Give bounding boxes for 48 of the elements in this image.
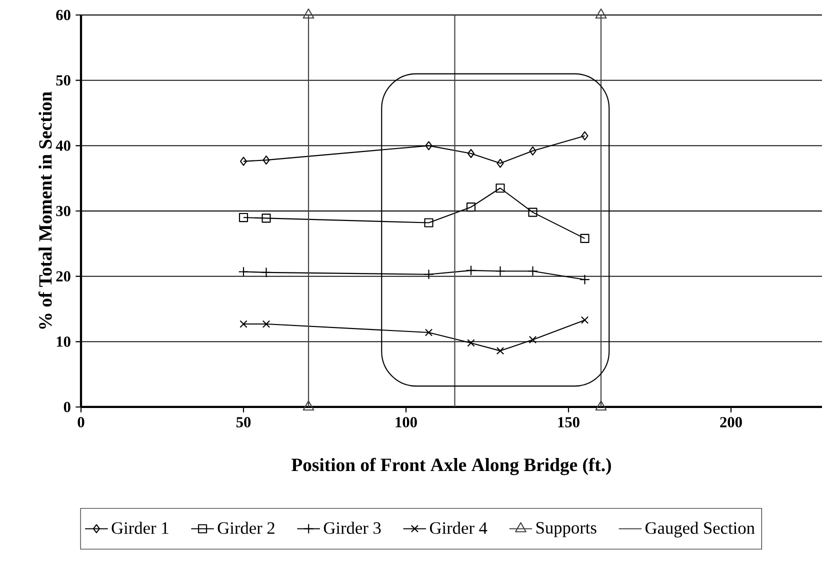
point [528,208,538,217]
point [495,266,506,276]
point [580,316,589,324]
point [261,267,272,278]
point [528,266,538,276]
point [581,131,588,140]
y-tick-label: 10 [56,336,70,347]
point [496,184,505,193]
point [424,218,434,228]
point [466,202,476,212]
legend-label: Girder 2 [218,522,274,534]
x-tick-label: 50 [236,417,251,428]
y-tick-label: 50 [56,75,70,86]
x-axis-title: Position of Front Axle Along Bridge (ft.) [292,458,611,476]
legend-label: Girder 1 [112,522,168,534]
x-tick-label: 150 [558,417,580,428]
x-tick-label: 100 [396,417,417,428]
point [466,265,476,276]
point [262,156,270,165]
point [240,156,248,166]
point [424,328,433,336]
y-tick-label: 0 [64,402,70,412]
point [425,141,432,150]
x-tick-label: 0 [78,417,84,428]
y-tick-label: 60 [56,10,70,20]
y-tick-label: 40 [56,140,70,151]
point [238,212,248,222]
point [496,346,504,355]
y-tick-label: 30 [56,206,70,216]
point [496,158,504,168]
x-tick-label: 200 [720,417,742,428]
point [580,234,590,243]
point [467,148,475,158]
legend-label: Girder 4 [430,522,488,534]
point [240,320,248,328]
legend-label: Gauged Section [645,522,755,538]
y-axis-title: % of Total Moment in Section [38,92,52,329]
point [238,266,249,277]
point [424,269,434,280]
point [580,274,590,285]
point [262,214,271,223]
point [528,336,537,344]
y-tick-label: 20 [56,271,70,282]
point [262,320,270,328]
legend-label: Supports [536,522,596,538]
point [467,339,475,347]
legend-label: Girder 3 [324,522,381,534]
point [529,146,536,156]
